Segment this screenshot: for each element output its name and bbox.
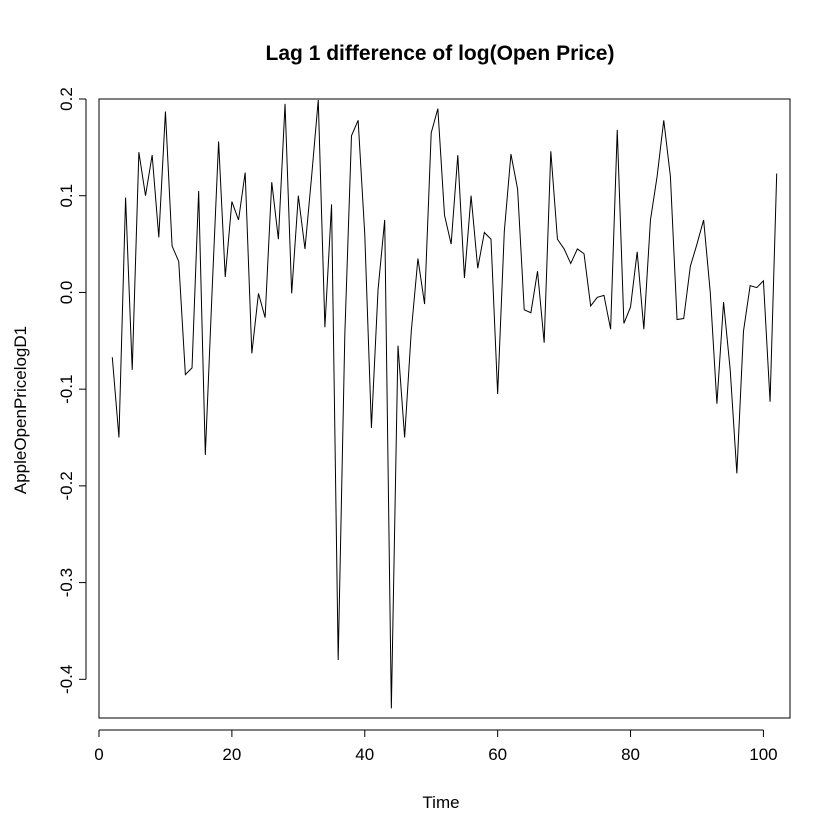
x-tick-label: 0 (94, 745, 103, 764)
y-tick-label: -0.2 (57, 471, 76, 500)
y-tick-label: 0.1 (57, 184, 76, 208)
x-axis: 0 20 40 60 80 100 (94, 729, 778, 764)
chart-title: Lag 1 difference of log(Open Price) (266, 42, 615, 65)
x-tick-label: 80 (621, 745, 640, 764)
y-tick-label: 0.0 (57, 281, 76, 305)
y-axis: -0.4 -0.3 -0.2 -0.1 0.0 0.1 0.2 (57, 87, 87, 694)
plot-area-border (98, 98, 791, 719)
x-axis-label: Time (422, 793, 459, 812)
x-tick-label: 100 (749, 745, 777, 764)
y-axis-label: AppleOpenPricelogD1 (11, 326, 30, 494)
y-tick-label: -0.3 (57, 568, 76, 597)
x-tick-label: 40 (355, 745, 374, 764)
y-tick-label: -0.4 (57, 665, 76, 694)
series-line (111, 99, 778, 709)
x-tick-label: 20 (222, 745, 241, 764)
y-tick-label: -0.1 (57, 375, 76, 404)
x-tick-label: 60 (488, 745, 507, 764)
y-tick-label: 0.2 (57, 87, 76, 111)
